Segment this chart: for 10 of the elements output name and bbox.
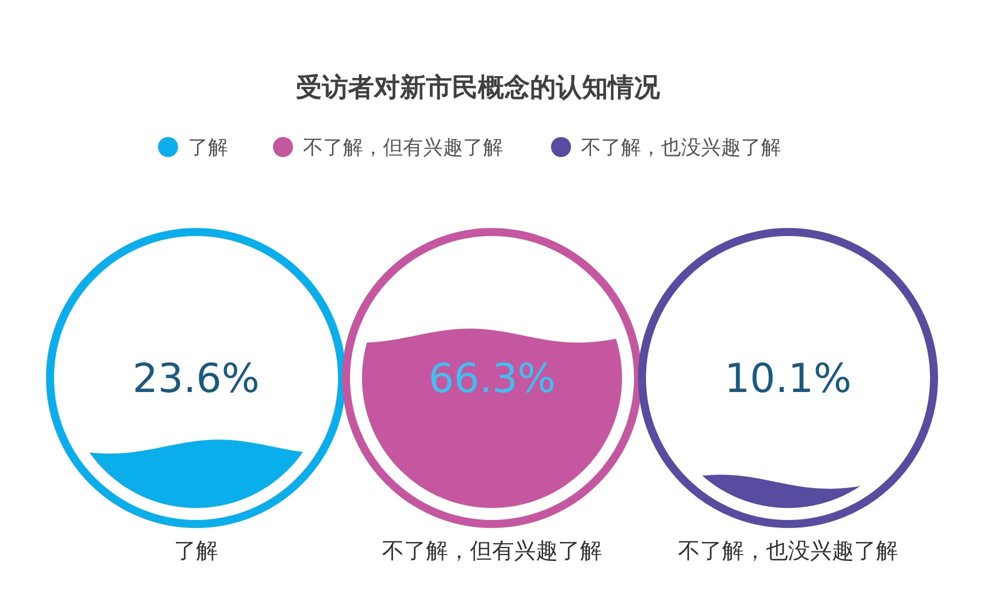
category-label: 了解 (174, 539, 218, 564)
category-label: 不了解，但有兴趣了解 (382, 539, 602, 564)
legend-label: 不了解，但有兴趣了解 (303, 135, 503, 159)
data-label: 10.1% (724, 356, 852, 402)
category-label: 不了解，也没兴趣了解 (678, 539, 898, 564)
data-label: 66.3% (428, 356, 556, 402)
data-label: 23.6% (132, 356, 260, 402)
legend-label: 了解 (188, 135, 228, 159)
legend-label: 不了解，也没兴趣了解 (581, 135, 781, 159)
text: 受访者对新市民概念的认知情况 (296, 73, 661, 103)
